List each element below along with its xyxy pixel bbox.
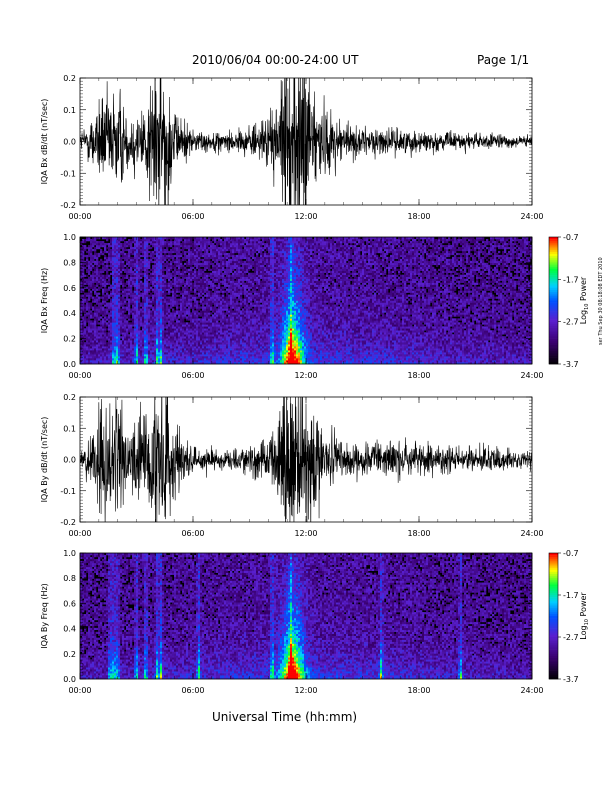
- colorbar-tick-label: -3.7: [563, 360, 579, 369]
- y-tick-label: -0.1: [60, 487, 76, 496]
- plot-title: 2010/06/04 00:00-24:00 UT: [192, 53, 358, 67]
- page-number: Page 1/1: [477, 53, 529, 67]
- y-tick-label: 0.6: [63, 599, 76, 608]
- y-tick-label: 0.2: [63, 74, 76, 83]
- colorbar-tick-label: -0.7: [563, 233, 579, 242]
- spectrogram: [80, 553, 533, 680]
- x-tick-label: 00:00: [68, 529, 91, 538]
- y-axis-label: IQA By dB/dt (nT/sec): [40, 417, 49, 503]
- x-tick-label: 00:00: [68, 686, 91, 695]
- waveform-line: [80, 397, 532, 522]
- y-tick-label: 0.6: [63, 284, 76, 293]
- y-tick-label: -0.1: [60, 169, 76, 178]
- waveform-line: [80, 78, 532, 205]
- colorbar-tick-label: -3.7: [563, 675, 579, 684]
- x-tick-label: 18:00: [407, 686, 430, 695]
- y-tick-label: 0.8: [63, 574, 76, 583]
- y-tick-label: -0.2: [60, 518, 76, 527]
- colorbar-label: Log10 Power: [579, 276, 590, 324]
- y-tick-label: 0.0: [63, 138, 76, 147]
- colorbar: -0.7 -1.7 -2.7 -3.7 Log10 Power: [548, 549, 590, 684]
- x-axis-label: Universal Time (hh:mm): [212, 710, 357, 724]
- y-tick-label: 0.1: [63, 424, 76, 433]
- x-tick-label: 06:00: [181, 371, 204, 380]
- y-tick-label: 0.1: [63, 106, 76, 115]
- panel-2: -0.7 -1.7 -2.7 -3.7 Log10 Power 1.0 0.8 0.6 0.4 0…: [40, 233, 590, 380]
- x-tick-label: 00:00: [68, 371, 91, 380]
- colorbar: -0.7 -1.7 -2.7 -3.7 Log10 Power: [548, 233, 590, 369]
- x-tick-label: 12:00: [294, 371, 317, 380]
- y-tick-label: 0.0: [63, 360, 76, 369]
- colorbar-tick-label: -1.7: [563, 275, 579, 284]
- y-tick-label: 0.4: [63, 309, 76, 318]
- x-tick-label: 00:00: [68, 212, 91, 221]
- colorbar-tick-label: -2.7: [563, 633, 579, 642]
- colorbar-tick-label: -0.7: [563, 549, 579, 558]
- y-tick-label: 0.0: [63, 675, 76, 684]
- panel-4: -0.7 -1.7 -2.7 -3.7 Log10 Power 1.0 0.8 0.6 0.4 0…: [40, 549, 590, 695]
- x-tick-label: 18:00: [407, 529, 430, 538]
- y-tick-label: 0.4: [63, 625, 76, 634]
- colorbar-tick-label: -2.7: [563, 318, 579, 327]
- x-tick-label: 06:00: [181, 686, 204, 695]
- y-axis-label: IQA Bx Freq (Hz): [40, 268, 49, 334]
- spectrogram: [80, 237, 533, 365]
- y-tick-label: 0.8: [63, 258, 76, 267]
- x-tick-label: 24:00: [520, 212, 543, 221]
- x-tick-label: 18:00: [407, 212, 430, 221]
- panel-1: 0.2 0.1 0.0 -0.1 -0.2 00:00 06:00 12:00 18:00 24:…: [40, 74, 544, 221]
- y-tick-label: 0.0: [63, 456, 76, 465]
- x-tick-label: 12:00: [294, 212, 317, 221]
- colorbar-frame: [548, 552, 559, 680]
- colorbar-tick-label: -1.7: [563, 591, 579, 600]
- y-tick-label: -0.2: [60, 201, 76, 210]
- y-axis-label: IQA Bx dB/dt (nT/sec): [40, 99, 49, 185]
- panel-3: 0.2 0.1 0.0 -0.1 -0.2 00:00 06:00 12:00 18:00 24:…: [40, 393, 544, 538]
- x-tick-label: 24:00: [520, 529, 543, 538]
- colorbar-frame: [548, 236, 559, 365]
- colorbar-label: Log10 Power: [579, 592, 590, 640]
- y-tick-label: 1.0: [63, 549, 76, 558]
- x-tick-label: 12:00: [294, 529, 317, 538]
- x-tick-label: 06:00: [181, 529, 204, 538]
- x-tick-label: 24:00: [520, 371, 543, 380]
- y-tick-label: 0.2: [63, 335, 76, 344]
- x-tick-label: 06:00: [181, 212, 204, 221]
- y-tick-label: 1.0: [63, 233, 76, 242]
- y-tick-label: 0.2: [63, 393, 76, 402]
- x-tick-label: 12:00: [294, 686, 317, 695]
- y-axis-label: IQA By Freq (Hz): [40, 583, 49, 649]
- side-note: ser Thu Sep 30 08:18:08 EDT 2010: [598, 257, 604, 345]
- y-tick-label: 0.2: [63, 650, 76, 659]
- x-tick-label: 18:00: [407, 371, 430, 380]
- x-tick-label: 24:00: [520, 686, 543, 695]
